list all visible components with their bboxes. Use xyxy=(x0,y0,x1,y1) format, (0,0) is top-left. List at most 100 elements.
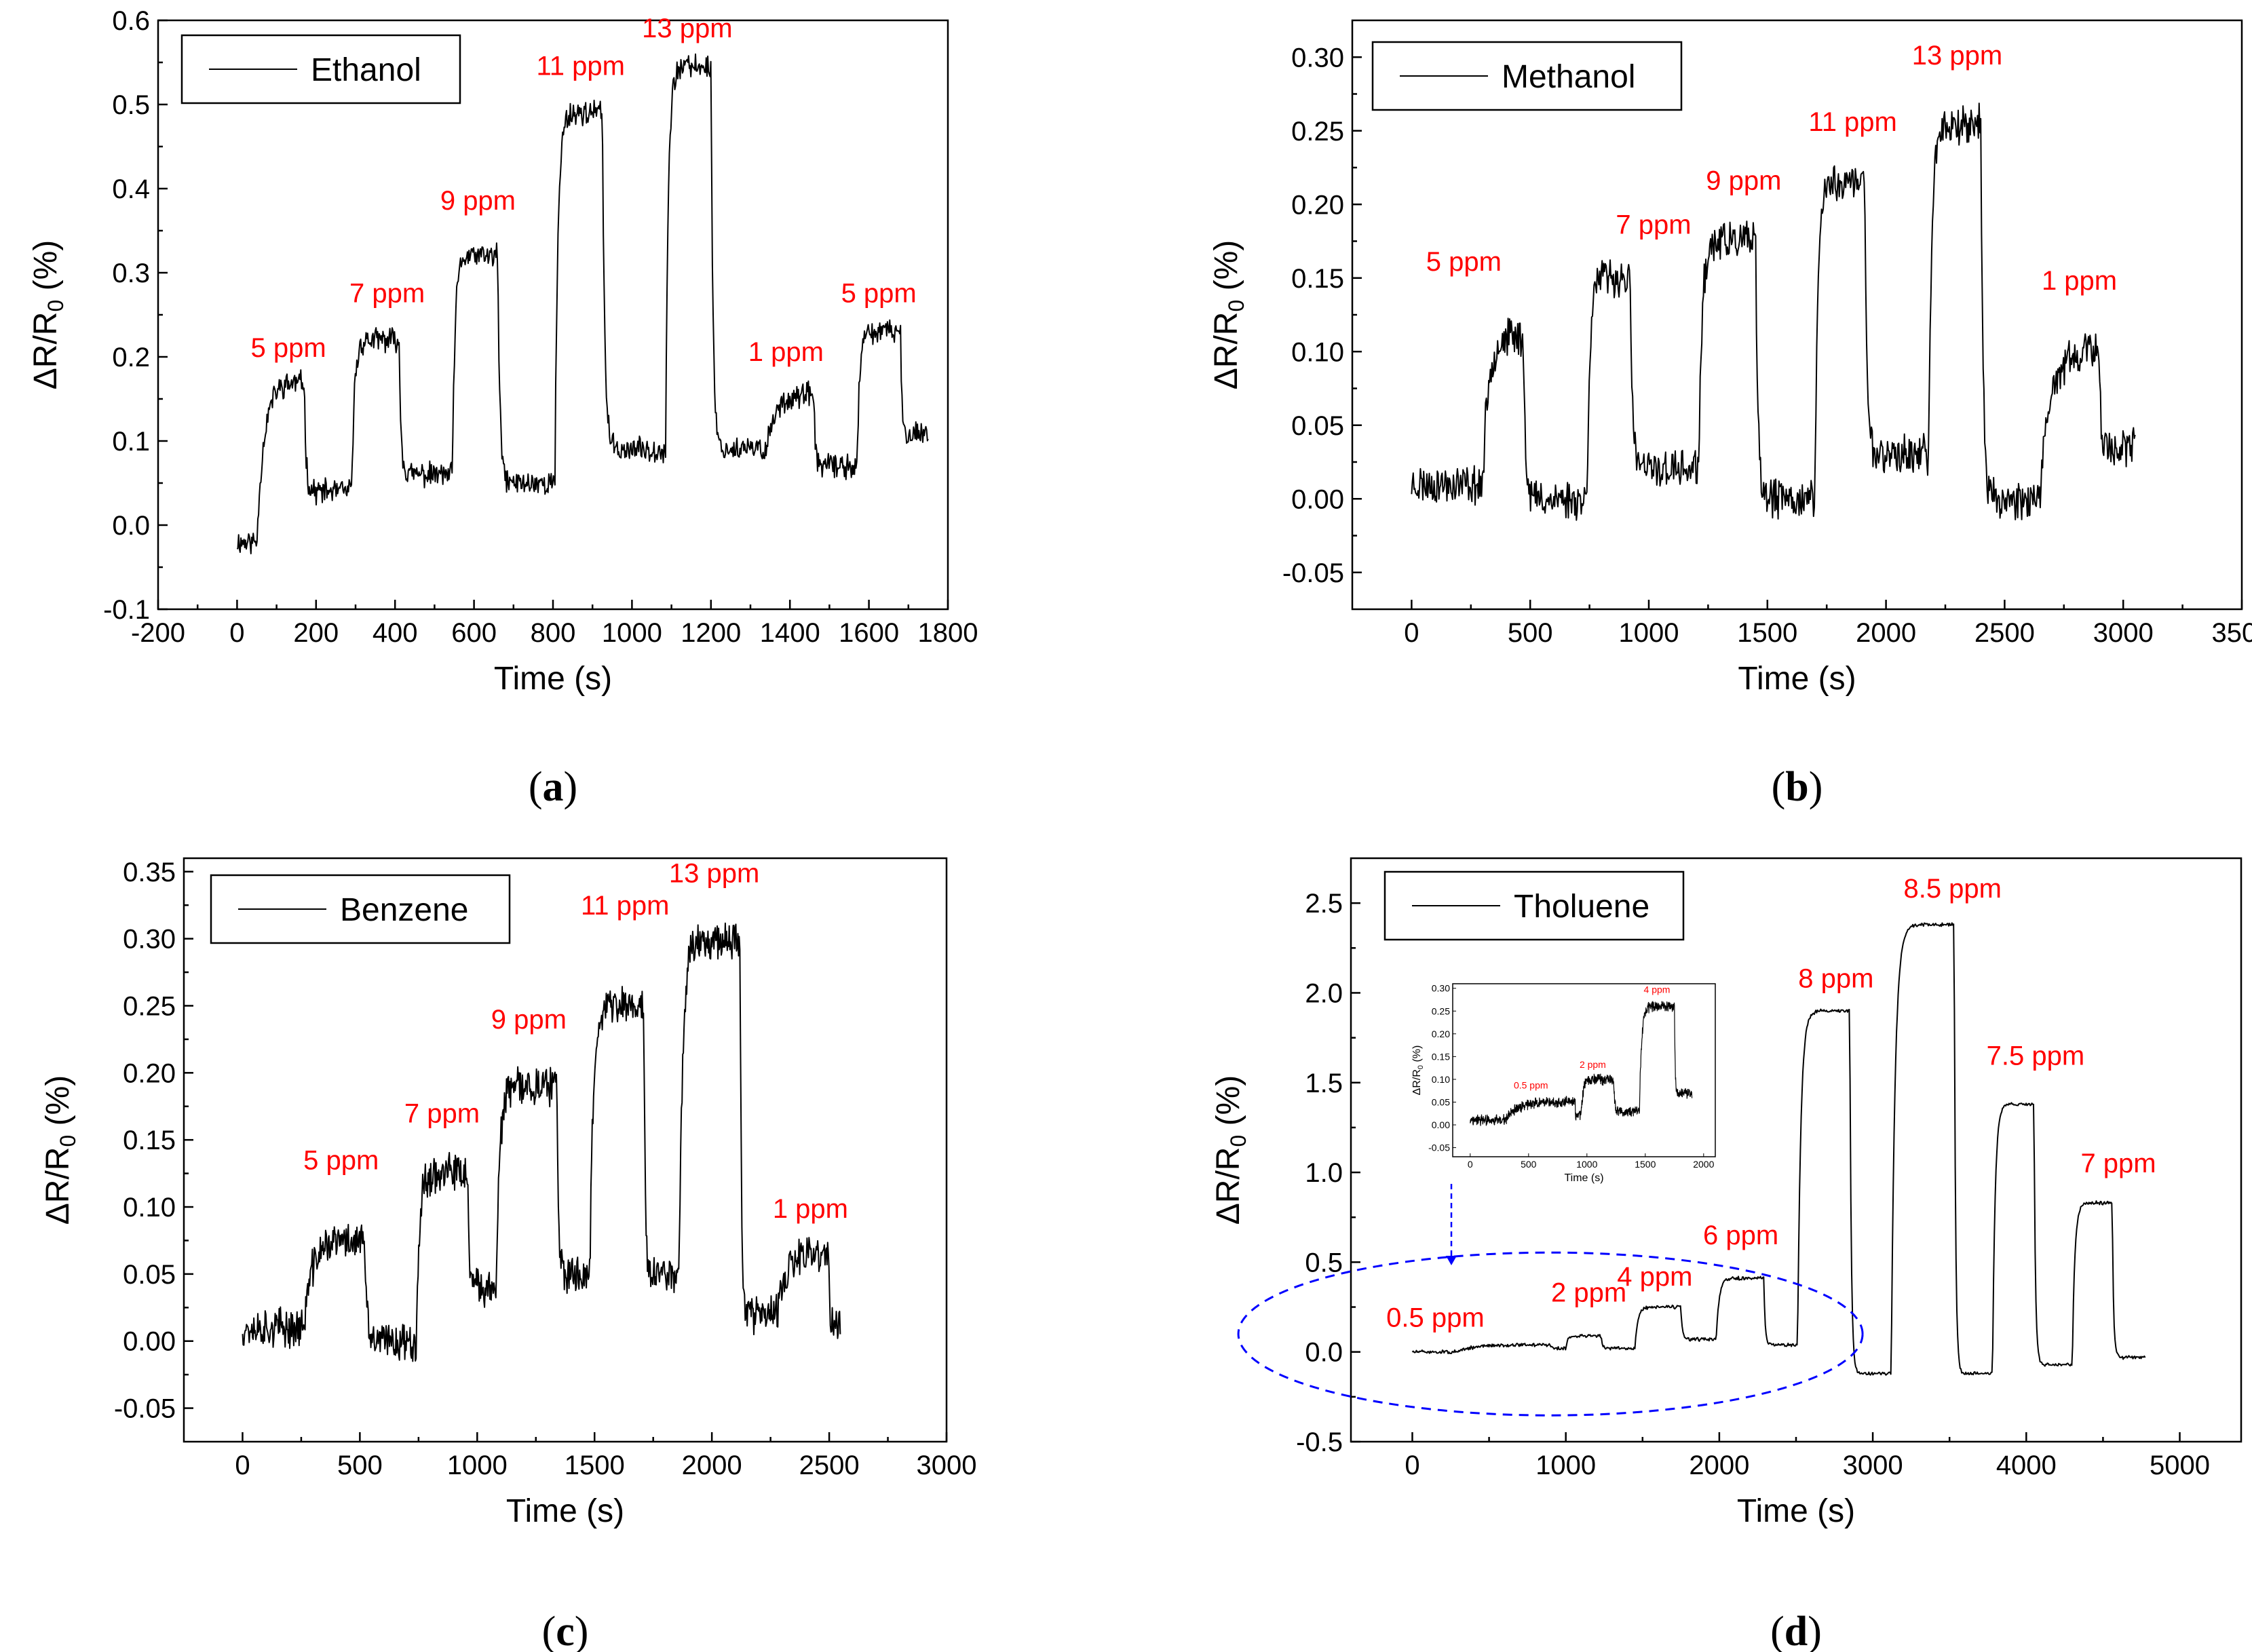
plot-frame xyxy=(183,857,948,1443)
inset-x-tick-label: 0 xyxy=(1468,1159,1473,1170)
series-line xyxy=(242,922,841,1362)
y-tick-label: 0.10 xyxy=(1291,337,1344,367)
x-tick-label: 1600 xyxy=(839,618,899,648)
concentration-label: 5 ppm xyxy=(303,1146,379,1176)
x-tick-label: 0 xyxy=(235,1451,250,1480)
x-axis-label: Time (s) xyxy=(494,661,612,697)
panel-label-open: ( xyxy=(1770,1609,1785,1652)
concentration-label: 5 ppm xyxy=(1426,247,1502,277)
panel-a: -200 0 200 400 600 800 1000 1200 1400 1600 1800 -0.… xyxy=(28,6,978,810)
x-tick-label: 800 xyxy=(531,618,576,648)
inset-x-axis-label: Time (s) xyxy=(1564,1172,1603,1184)
concentration-label: 1 ppm xyxy=(748,337,824,367)
x-tick-label: 0 xyxy=(1404,618,1419,648)
inset-x-tick-label: 2000 xyxy=(1693,1159,1714,1170)
x-tick-label: 1000 xyxy=(602,618,662,648)
x-tick-label: 500 xyxy=(1508,618,1553,648)
y-tick-label: 0.20 xyxy=(123,1058,176,1088)
concentration-label: 7 ppm xyxy=(2080,1149,2156,1178)
panel-label-close: ) xyxy=(564,764,578,810)
concentration-label: 7.5 ppm xyxy=(1987,1041,2085,1071)
y-axis-label-unit: (%) xyxy=(40,1075,76,1135)
legend-label: Methanol xyxy=(1502,59,1635,95)
concentration-label: 0.5 ppm xyxy=(1386,1303,1485,1333)
x-tick-label: 200 xyxy=(293,618,339,648)
y-axis-label-sub: 0 xyxy=(1224,300,1248,312)
concentration-label: 7 ppm xyxy=(404,1098,480,1128)
y-axis-label-main: ΔR/R xyxy=(1208,312,1244,390)
panel-label-letter: a xyxy=(543,764,564,810)
y-axis-label-main: ΔR/R xyxy=(1210,1147,1246,1225)
panel-c: 0 500 1000 1500 2000 2500 3000 -0.05 0.00 0.05 0.1… xyxy=(40,857,976,1652)
x-tick-label: 500 xyxy=(337,1451,383,1480)
x-tick-label: 600 xyxy=(451,618,497,648)
y-tick-label: 0.5 xyxy=(112,90,150,120)
y-axis-label-unit: (%) xyxy=(1208,240,1244,300)
inset-y-axis-label-unit: (%) xyxy=(1411,1045,1423,1065)
x-tick-label: 1400 xyxy=(760,618,820,648)
x-tick-label: 3000 xyxy=(2093,618,2154,648)
legend-label: Tholuene xyxy=(1514,889,1649,925)
x-tick-label: 3500 xyxy=(2212,618,2252,648)
concentration-label: 9 ppm xyxy=(1706,166,1781,196)
y-axis-label: ΔR/R0 (%) xyxy=(40,1075,80,1225)
y-tick-label: 0.30 xyxy=(123,925,176,955)
series-line xyxy=(236,53,929,555)
y-axis-label-main: ΔR/R xyxy=(28,312,64,390)
concentration-label: 6 ppm xyxy=(1703,1221,1778,1250)
y-tick-label: 1.0 xyxy=(1305,1158,1343,1188)
inset-y-tick-label: 0.25 xyxy=(1432,1005,1450,1016)
y-tick-label: 0.05 xyxy=(123,1260,176,1290)
y-axis-label: ΔR/R0 (%) xyxy=(28,240,68,390)
legend-label: Ethanol xyxy=(311,52,421,88)
y-tick-label: 2.0 xyxy=(1305,978,1343,1008)
inset-y-tick-label: 0.20 xyxy=(1432,1029,1450,1039)
panel-label-letter: c xyxy=(556,1609,575,1652)
plot-frame xyxy=(157,19,949,611)
concentration-label: 1 ppm xyxy=(2042,266,2117,296)
y-axis-label-main: ΔR/R xyxy=(40,1147,76,1225)
x-tick-label: 2500 xyxy=(799,1451,860,1480)
y-tick-label: 2.5 xyxy=(1305,889,1343,919)
panel-label-close: ) xyxy=(1809,764,1823,810)
x-tick-label: 5000 xyxy=(2150,1451,2210,1480)
x-tick-label: -200 xyxy=(131,618,185,648)
x-tick-label: 2000 xyxy=(1856,618,1916,648)
y-tick-label: 0.20 xyxy=(1291,190,1344,220)
x-tick-label: 1000 xyxy=(447,1451,508,1480)
panel-label: (c) xyxy=(542,1609,589,1652)
x-tick-label: 2500 xyxy=(1974,618,2035,648)
y-tick-label: 0.3 xyxy=(112,258,150,288)
inset-x-tick-label: 1000 xyxy=(1576,1159,1597,1170)
arrow-head xyxy=(1446,1255,1457,1265)
x-tick-label: 1500 xyxy=(565,1451,625,1480)
series-line xyxy=(1411,922,2146,1376)
concentration-label: 13 ppm xyxy=(669,859,759,889)
inset-concentration-label: 4 ppm xyxy=(1644,984,1671,995)
panel-label-letter: b xyxy=(1785,764,1808,810)
inset-series-line xyxy=(1470,1001,1693,1126)
inset-y-axis-label-sub: 0 xyxy=(1417,1065,1425,1069)
y-tick-label: 0.00 xyxy=(1291,484,1344,514)
y-tick-label: 0.35 xyxy=(123,858,176,887)
panel-label-close: ) xyxy=(575,1609,589,1652)
y-tick-label: 0.10 xyxy=(123,1193,176,1223)
inset-y-tick-label: 0.05 xyxy=(1432,1096,1450,1107)
y-axis-label-unit: (%) xyxy=(28,240,64,300)
panel-label-open: ( xyxy=(542,1609,556,1652)
y-tick-label: 0.6 xyxy=(112,6,150,36)
inset-concentration-label: 2 ppm xyxy=(1580,1059,1606,1070)
y-axis-label-sub: 0 xyxy=(43,300,68,312)
x-tick-label: 0 xyxy=(229,618,244,648)
concentration-label: 7 ppm xyxy=(349,278,425,308)
inset-y-tick-label: 0.00 xyxy=(1432,1119,1450,1130)
y-axis-label-sub: 0 xyxy=(56,1135,80,1147)
y-axis-label-sub: 0 xyxy=(1226,1135,1251,1147)
panel-label: (d) xyxy=(1770,1609,1822,1652)
panel-d: 0 1000 2000 3000 4000 5000-0.50.00.51.01.52.0… xyxy=(1210,857,2243,1652)
concentration-label: 4 ppm xyxy=(1617,1262,1692,1292)
x-tick-label: 1200 xyxy=(681,618,741,648)
concentration-label: 8.5 ppm xyxy=(1903,874,2002,904)
concentration-label: 11 ppm xyxy=(537,52,625,81)
concentration-label: 5 ppm xyxy=(250,333,326,363)
